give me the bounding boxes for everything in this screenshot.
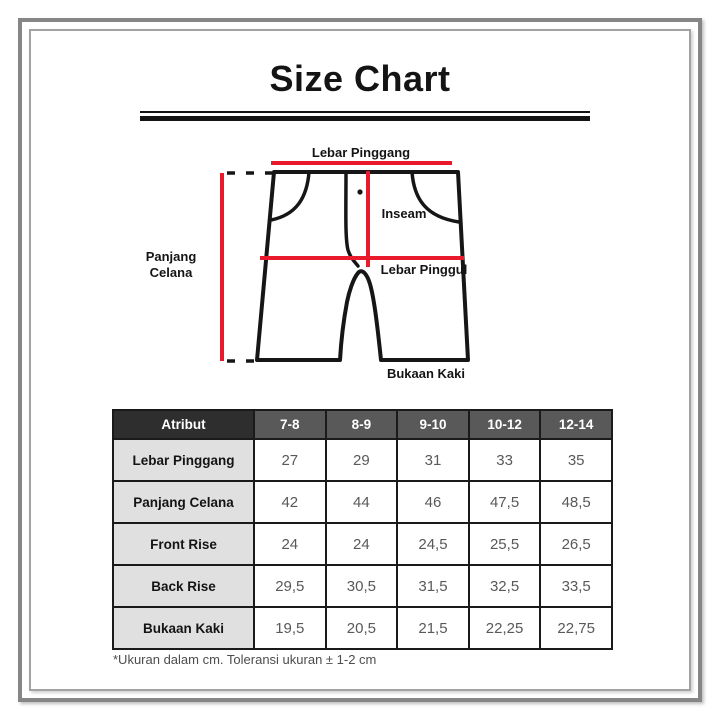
- column-header-size-12-14: 12-14: [539, 409, 613, 440]
- waist-button: [357, 189, 363, 195]
- size-value: 22,75: [539, 606, 613, 650]
- right-pocket-seam: [410, 170, 461, 224]
- size-value: 33: [467, 438, 542, 482]
- shorts-outline-shape: [255, 170, 470, 362]
- waist-label: Lebar Pinggang: [312, 145, 410, 160]
- size-value: 48,5: [539, 480, 613, 524]
- column-header-size-10-12: 10-12: [467, 409, 542, 440]
- row-label: Front Rise: [112, 522, 255, 566]
- page-title: Size Chart: [269, 58, 451, 99]
- row-label: Lebar Pinggang: [112, 438, 255, 482]
- size-value: 31: [396, 438, 470, 482]
- size-value: 27: [253, 438, 327, 482]
- divider-thick-line: [140, 116, 590, 121]
- size-value: 29,5: [253, 564, 327, 608]
- column-header-size-8-9: 8-9: [324, 409, 399, 440]
- size-value: 42: [253, 480, 327, 524]
- length-label-line2: Celana: [150, 265, 193, 280]
- length-label-line1: Panjang: [146, 249, 197, 264]
- row-label: Back Rise: [112, 564, 255, 608]
- size-value: 29: [324, 438, 399, 482]
- shorts-diagram: Lebar Pinggang Inseam Lebar Pinggul Panj…: [146, 145, 470, 381]
- column-header-atribut: Atribut: [112, 409, 255, 440]
- size-value: 24,5: [396, 522, 470, 566]
- row-label: Bukaan Kaki: [112, 606, 255, 650]
- size-value: 22,25: [467, 606, 542, 650]
- size-value: 46: [396, 480, 470, 524]
- table-row-panjang-celana: Panjang Celana 42 44 46 47,5 48,5: [112, 480, 613, 524]
- size-table: Atribut 7-8 8-9 9-10 10-12 12-14 Lebar P…: [112, 409, 613, 650]
- table-header-row: Atribut 7-8 8-9 9-10 10-12 12-14: [112, 409, 613, 440]
- size-value: 21,5: [396, 606, 470, 650]
- inseam-label: Inseam: [382, 206, 427, 221]
- hip-label: Lebar Pinggul: [381, 262, 468, 277]
- size-value: 44: [324, 480, 399, 524]
- table-row-bukaan-kaki: Bukaan Kaki 19,5 20,5 21,5 22,25 22,75: [112, 606, 613, 650]
- size-value: 35: [539, 438, 613, 482]
- leg-opening-label: Bukaan Kaki: [387, 366, 465, 381]
- left-pocket-seam: [269, 170, 311, 222]
- size-value: 19,5: [253, 606, 327, 650]
- outer-frame-border: [18, 18, 702, 702]
- size-value: 24: [253, 522, 327, 566]
- size-value: 33,5: [539, 564, 613, 608]
- table-row-lebar-pinggang: Lebar Pinggang 27 29 31 33 35: [112, 438, 613, 482]
- table-row-front-rise: Front Rise 24 24 24,5 25,5 26,5: [112, 522, 613, 566]
- column-header-size-9-10: 9-10: [396, 409, 470, 440]
- size-value: 24: [324, 522, 399, 566]
- fly-seam: [344, 170, 360, 268]
- size-value: 26,5: [539, 522, 613, 566]
- size-value: 25,5: [467, 522, 542, 566]
- title-divider: [140, 111, 590, 121]
- divider-thin-line: [140, 111, 590, 113]
- size-value: 20,5: [324, 606, 399, 650]
- size-value: 47,5: [467, 480, 542, 524]
- row-label: Panjang Celana: [112, 480, 255, 524]
- size-value: 32,5: [467, 564, 542, 608]
- footnote: *Ukuran dalam cm. Toleransi ukuran ± 1-2…: [113, 652, 377, 667]
- column-header-size-7-8: 7-8: [253, 409, 327, 440]
- inner-frame-border: [29, 29, 691, 691]
- size-value: 30,5: [324, 564, 399, 608]
- size-value: 31,5: [396, 564, 470, 608]
- table-row-back-rise: Back Rise 29,5 30,5 31,5 32,5 33,5: [112, 564, 613, 608]
